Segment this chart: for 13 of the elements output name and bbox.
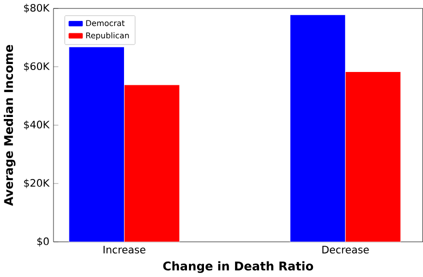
x-tick-label: Increase (104, 246, 146, 254)
y-tick-label: $20K (24, 179, 50, 188)
y-tick-label: $0 (37, 237, 49, 247)
y-tick-label: $80K (24, 4, 50, 14)
bar (290, 14, 346, 242)
y-tick-label: $40K (24, 120, 50, 130)
bar (68, 46, 124, 242)
y-axis-title: Average Median Income (4, 45, 16, 206)
y-tick-label: $60K (24, 62, 50, 72)
x-tick-label: Decrease (322, 246, 369, 254)
bar (345, 72, 401, 242)
x-axis-title: Change in Death Ratio (163, 261, 314, 274)
bar (124, 84, 180, 242)
